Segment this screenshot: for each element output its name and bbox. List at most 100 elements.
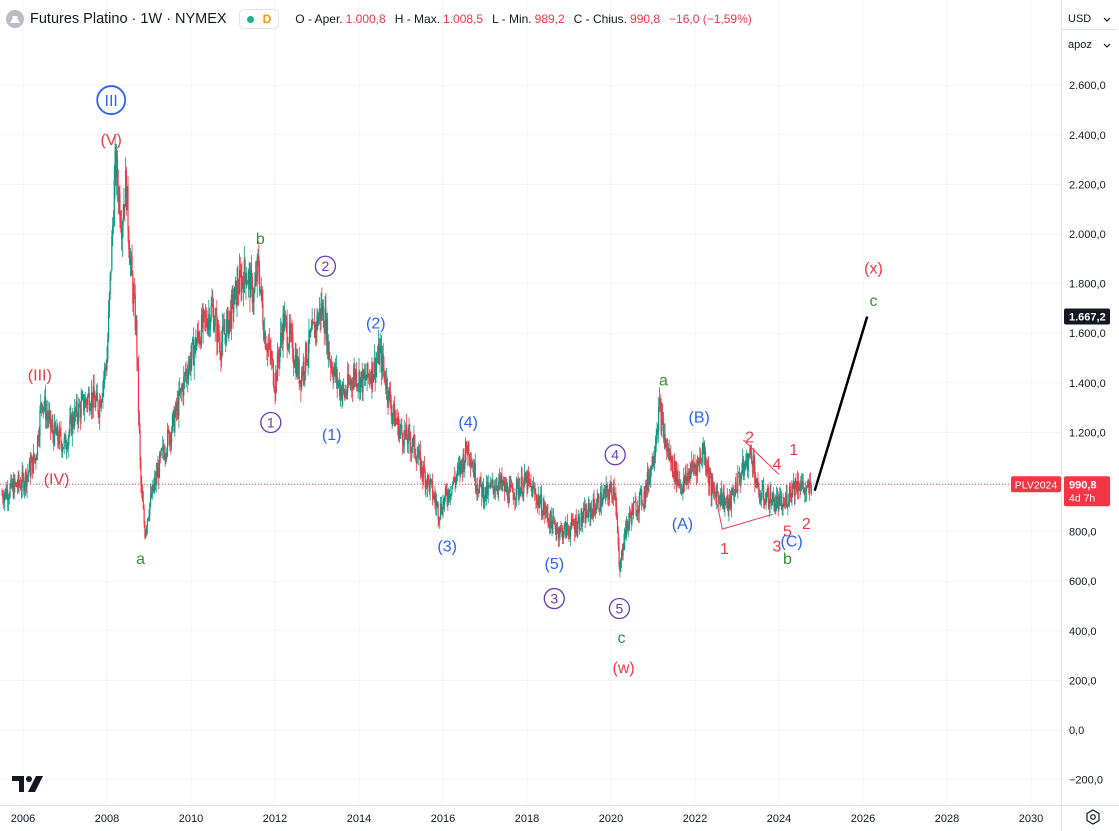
- candle-body: [242, 281, 245, 293]
- candle-body: [179, 390, 181, 394]
- candle-body: [446, 491, 448, 500]
- projection-line[interactable]: [813, 316, 869, 492]
- candle-body: [156, 472, 158, 478]
- candle-body: [152, 485, 154, 492]
- candle-body: [343, 384, 345, 391]
- candle-body: [810, 484, 812, 494]
- gear-icon[interactable]: [1082, 806, 1104, 828]
- candle-body: [220, 355, 222, 359]
- candle-body: [309, 330, 312, 337]
- wave-label: 1: [789, 442, 798, 459]
- x-tick-label: 2016: [431, 813, 455, 825]
- candle-body: [136, 320, 138, 358]
- candle-body: [73, 424, 75, 426]
- candle-body: [425, 480, 427, 488]
- candle-body: [17, 474, 19, 488]
- candle-body: [708, 465, 710, 486]
- candle-body: [526, 475, 528, 490]
- candle-body: [186, 371, 188, 376]
- candle-body: [662, 413, 664, 420]
- candle-body: [631, 504, 633, 524]
- candle-body: [462, 453, 464, 473]
- candle-body: [557, 528, 560, 539]
- candle-body: [119, 193, 121, 221]
- candle-body: [331, 366, 333, 375]
- candle-body: [125, 170, 127, 210]
- candle-body: [51, 425, 53, 428]
- status-pill[interactable]: D: [238, 9, 280, 29]
- candle-body: [505, 483, 507, 492]
- candle-body: [141, 490, 144, 502]
- candle-body: [8, 496, 10, 499]
- candle-body: [235, 280, 237, 306]
- candle-body: [246, 283, 249, 285]
- candle-body: [317, 315, 319, 326]
- candle-body: [259, 275, 261, 293]
- price-marker-label: 1.667,2: [1069, 312, 1106, 324]
- candle-body: [351, 385, 354, 389]
- candle-body: [137, 357, 139, 367]
- candle-body: [318, 316, 320, 326]
- candle-body: [153, 484, 155, 492]
- candle-body: [389, 391, 392, 406]
- wave-label-circle: [314, 255, 337, 277]
- candle-body: [306, 361, 308, 364]
- candle-body: [397, 416, 399, 425]
- candle-body: [20, 487, 22, 490]
- candle-body: [455, 477, 457, 484]
- candle-body: [633, 501, 636, 504]
- candle-body: [590, 508, 592, 518]
- candle-body: [19, 484, 22, 490]
- candle-body: [687, 472, 690, 482]
- candle-body: [599, 492, 602, 512]
- candle-body: [45, 396, 47, 420]
- candle-body: [679, 483, 682, 486]
- candle-body: [48, 413, 50, 421]
- candle-body: [578, 516, 581, 530]
- candle-body: [124, 170, 127, 208]
- candle-body: [303, 362, 305, 375]
- candle-body: [117, 185, 119, 203]
- candle-body: [141, 484, 143, 491]
- tradingview-logo-icon[interactable]: [12, 774, 44, 794]
- candle-body: [650, 466, 652, 470]
- candle-body: [445, 487, 447, 492]
- candle-body: [592, 498, 594, 518]
- symbol-title[interactable]: Futures Platino · 1W · NYMEX: [30, 11, 227, 27]
- candle-body: [498, 482, 500, 491]
- scale-mode-select[interactable]: apoz: [1062, 34, 1117, 56]
- candle-body: [149, 503, 151, 516]
- candle-body: [160, 449, 162, 456]
- candle-body: [415, 458, 417, 464]
- candle-body: [320, 302, 322, 320]
- candle-body: [393, 403, 395, 414]
- candle-body: [182, 386, 184, 396]
- candle-body: [490, 482, 492, 488]
- candle-body: [728, 500, 730, 512]
- candle-body: [169, 434, 171, 445]
- candle-body: [1, 494, 3, 496]
- candle-body: [504, 483, 506, 491]
- candle-body: [301, 371, 304, 377]
- candle-body: [302, 362, 304, 377]
- candle-body: [285, 317, 287, 322]
- triangle-pattern-line: [709, 467, 773, 530]
- candle-body: [196, 341, 198, 351]
- currency-select[interactable]: USD: [1062, 8, 1117, 30]
- x-tick-label: 2018: [515, 813, 539, 825]
- wave-label: 3: [550, 591, 558, 607]
- candle-body: [628, 520, 630, 529]
- candle-body: [310, 329, 312, 331]
- candle-body: [348, 381, 350, 384]
- candle-body: [804, 490, 806, 494]
- candle-body: [42, 407, 44, 411]
- candle-body: [555, 529, 557, 535]
- wave-label: (V): [101, 132, 122, 149]
- wave-label: (A): [672, 516, 693, 533]
- candle-body: [647, 472, 649, 486]
- candle-body: [528, 472, 530, 480]
- candle-body: [570, 527, 572, 538]
- candle-body: [600, 492, 602, 507]
- candle-body: [567, 529, 569, 531]
